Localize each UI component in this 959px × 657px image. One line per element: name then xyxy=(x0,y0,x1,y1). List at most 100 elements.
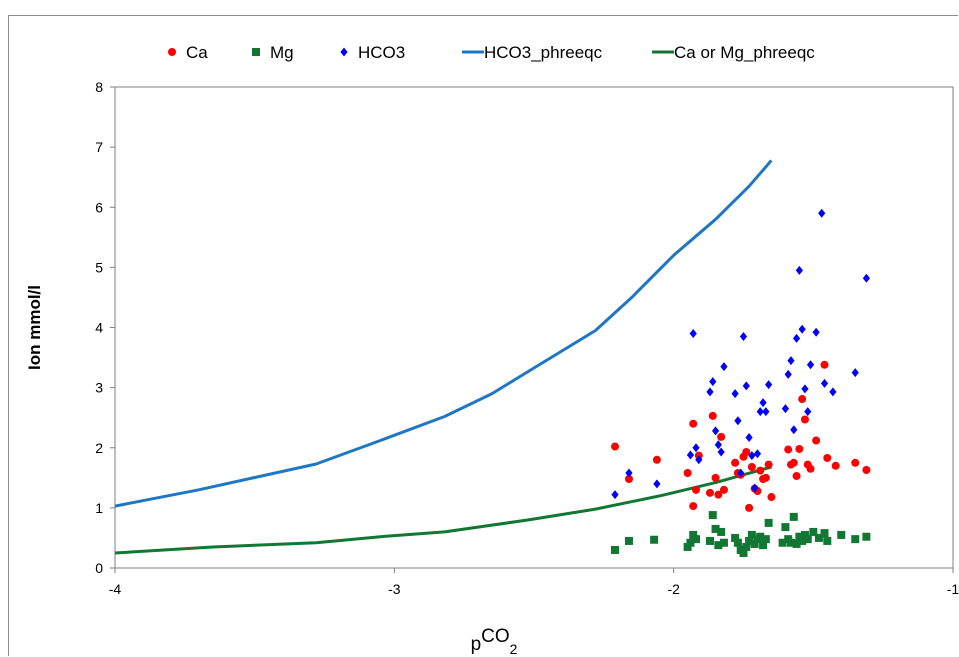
data-point xyxy=(739,332,748,342)
legend-item: Ca or Mg_phreeqc xyxy=(652,43,815,62)
y-tick-label: 6 xyxy=(95,199,103,215)
data-point xyxy=(711,426,720,436)
legend-label: HCO3 xyxy=(358,43,405,62)
data-point xyxy=(862,532,871,541)
data-point xyxy=(742,542,751,551)
series-ca-or-mg_phreeqc xyxy=(114,465,772,555)
data-point xyxy=(804,407,812,417)
data-point xyxy=(829,387,837,397)
data-point xyxy=(652,455,661,464)
data-point xyxy=(851,458,860,467)
data-point xyxy=(714,490,723,499)
x-tick-label: -2 xyxy=(667,581,680,597)
data-point xyxy=(683,542,692,551)
data-point xyxy=(764,460,773,469)
data-point xyxy=(823,536,832,545)
data-point xyxy=(759,398,767,408)
data-point xyxy=(750,539,759,548)
series-mg xyxy=(611,511,871,557)
data-point xyxy=(784,369,792,379)
x-axis-label: pCO2 xyxy=(471,626,518,657)
series-ca xyxy=(611,360,871,512)
data-point xyxy=(812,327,820,337)
data-point xyxy=(862,465,871,474)
x-axis-label-sub: 2 xyxy=(510,641,518,657)
y-tick-label: 2 xyxy=(95,440,103,456)
data-point xyxy=(756,532,765,541)
data-point xyxy=(761,473,770,482)
data-point xyxy=(820,360,829,369)
data-point xyxy=(820,529,829,538)
data-point xyxy=(731,458,740,467)
legend-swatch xyxy=(340,47,348,57)
series-hco3 xyxy=(611,208,871,500)
data-point xyxy=(806,360,815,370)
series-hco3_phreeqc xyxy=(114,159,773,508)
y-tick-label: 7 xyxy=(95,139,103,155)
data-point xyxy=(762,407,770,417)
data-point xyxy=(624,475,633,484)
data-point xyxy=(611,442,620,451)
data-point xyxy=(800,415,809,424)
x-axis-label-sup: CO xyxy=(481,626,510,647)
legend-label: Ca or Mg_phreeqc xyxy=(674,43,815,62)
data-point xyxy=(720,362,728,372)
data-point xyxy=(717,432,726,441)
data-point xyxy=(717,527,726,536)
legend-item: Mg xyxy=(252,43,294,62)
data-point xyxy=(706,387,714,397)
data-point xyxy=(823,453,832,462)
data-point xyxy=(692,535,701,544)
data-point xyxy=(734,416,742,426)
legend-item: HCO3 xyxy=(340,43,405,62)
legend-item: HCO3_phreeqc xyxy=(462,43,603,62)
data-point xyxy=(784,445,793,454)
data-point xyxy=(756,407,764,417)
data-point xyxy=(812,436,821,445)
data-point xyxy=(737,468,745,478)
data-point xyxy=(765,380,773,390)
data-point xyxy=(756,466,765,475)
data-point xyxy=(731,533,740,542)
data-point xyxy=(714,541,723,550)
legend-swatch xyxy=(252,48,260,56)
legend-label: Ca xyxy=(186,43,208,62)
data-point xyxy=(806,464,815,473)
data-point xyxy=(625,468,633,478)
data-point xyxy=(683,469,692,478)
data-point xyxy=(800,530,809,539)
data-point xyxy=(798,536,807,545)
data-point xyxy=(764,518,773,527)
data-point xyxy=(798,324,806,334)
data-point xyxy=(745,433,753,443)
data-point xyxy=(786,538,795,547)
legend-label: Mg xyxy=(270,43,294,62)
x-tick-label: -1 xyxy=(947,581,959,597)
data-point xyxy=(792,539,801,548)
data-point xyxy=(686,450,695,460)
legend-swatch xyxy=(168,48,176,56)
data-point xyxy=(686,538,695,547)
legend-label: HCO3_phreeqc xyxy=(484,43,603,62)
data-point xyxy=(781,404,789,414)
data-point xyxy=(787,356,795,366)
data-point xyxy=(803,535,812,544)
data-point xyxy=(742,447,751,456)
y-tick-label: 0 xyxy=(95,560,103,576)
series-line xyxy=(114,159,773,508)
data-point xyxy=(795,444,804,453)
y-tick-label: 3 xyxy=(95,380,103,396)
data-point xyxy=(705,488,714,497)
data-point xyxy=(689,419,698,428)
y-tick-label: 5 xyxy=(95,259,103,275)
data-point xyxy=(650,535,659,544)
data-point xyxy=(798,395,807,404)
data-point xyxy=(862,273,871,283)
y-tick-label: 8 xyxy=(95,79,103,95)
y-tick-label: 1 xyxy=(95,500,103,516)
data-point xyxy=(851,535,860,544)
legend: Ca Mg HCO3 HCO3_phreeqc Ca or Mg_phreeqc xyxy=(168,43,815,62)
data-point xyxy=(820,378,829,388)
data-point xyxy=(795,532,804,541)
